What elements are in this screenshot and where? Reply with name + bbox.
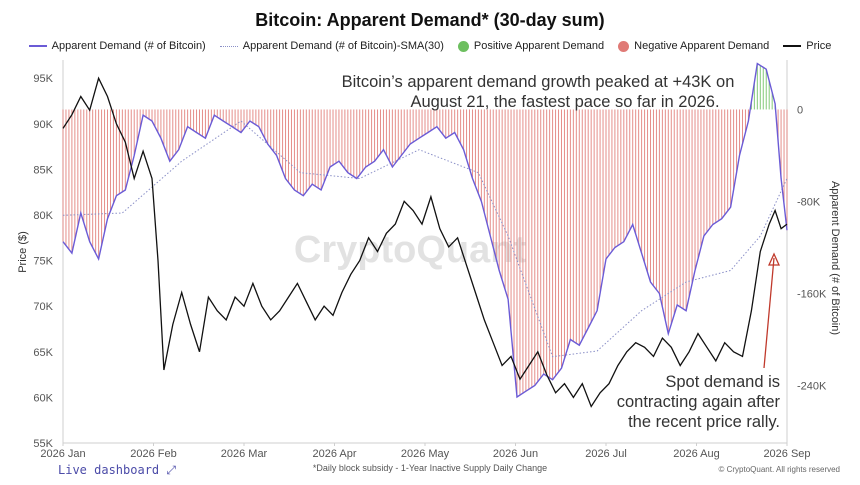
legend-swatch [28,45,47,47]
x-tick: 2026 Jun [493,448,538,460]
x-tick: 2026 Jul [585,448,627,460]
legend-swatch [618,40,630,52]
copyright: © CryptoQuant. All rights reserved [718,465,841,474]
x-tick: 2026 May [401,448,450,460]
legend-label: Negative Apparent Demand [634,40,770,52]
y-tick-left: 90K [33,119,53,131]
chart-title: Bitcoin: Apparent Demand* (30-day sum) [255,10,605,30]
y-tick-left: 60K [33,392,53,404]
x-tick: 2026 Sep [763,448,810,460]
legend-item-positive[interactable]: Positive Apparent Demand [457,40,605,52]
legend-label: Apparent Demand (# of Bitcoin) [51,40,206,52]
x-tick: 2026 Aug [673,448,720,460]
y-tick-left: 70K [33,301,53,313]
legend-swatch [219,45,238,47]
legend-label: Positive Apparent Demand [473,40,605,52]
legend: Apparent Demand (# of Bitcoin) Apparent … [0,40,860,52]
annotation-line-3: Spot demand is [665,373,780,391]
y-tick-right: -240K [797,380,827,392]
legend-swatch [457,40,469,52]
x-tick: 2026 Jan [40,448,85,460]
y-tick-right: -160K [797,288,827,300]
annotation-arrow [763,257,775,369]
legend-label: Apparent Demand (# of Bitcoin)-SMA(30) [242,40,444,52]
legend-item-sma30[interactable]: Apparent Demand (# of Bitcoin)-SMA(30) [219,40,444,52]
y-tick-left: 65K [33,347,53,359]
y-tick-left: 85K [33,164,53,176]
y-tick-left: 75K [33,256,53,268]
annotation-arrow-head [767,252,781,266]
ylabel-right: Apparent Demand (# of Bitcoin) [829,181,841,335]
annotation-line-4: contracting again after [617,393,781,411]
legend-item-apparent-demand[interactable]: Apparent Demand (# of Bitcoin) [28,40,206,52]
y-tick-right: 0 [797,104,803,116]
apparent-demand-line [62,62,788,399]
legend-item-negative[interactable]: Negative Apparent Demand [618,40,769,52]
x-tick: 2026 Feb [130,448,176,460]
y-tick-left: 80K [33,210,53,222]
watermark: CryptoQuant [294,229,527,271]
annotation-line-2: August 21, the fastest pace so far in 20… [410,93,719,111]
y-tick-left: 95K [33,73,53,85]
ylabel-left: Price ($) [17,231,29,273]
annotation-line-5: the recent price rally. [628,413,780,431]
x-tick: 2026 Apr [312,448,356,460]
y-tick-left: 55K [33,438,53,450]
legend-swatch [783,45,802,47]
annotation-line-1: Bitcoin’s apparent demand growth peaked … [342,73,735,91]
legend-label: Price [806,40,832,52]
legend-item-price[interactable]: Price [783,40,831,52]
footnote: *Daily block subsidy - 1-Year Inactive S… [312,463,548,473]
x-tick: 2026 Mar [221,448,268,460]
y-tick-right: -80K [797,196,821,208]
price-line [62,76,788,408]
live-dashboard-link[interactable]: Live dashboard ⤢ [58,463,176,477]
